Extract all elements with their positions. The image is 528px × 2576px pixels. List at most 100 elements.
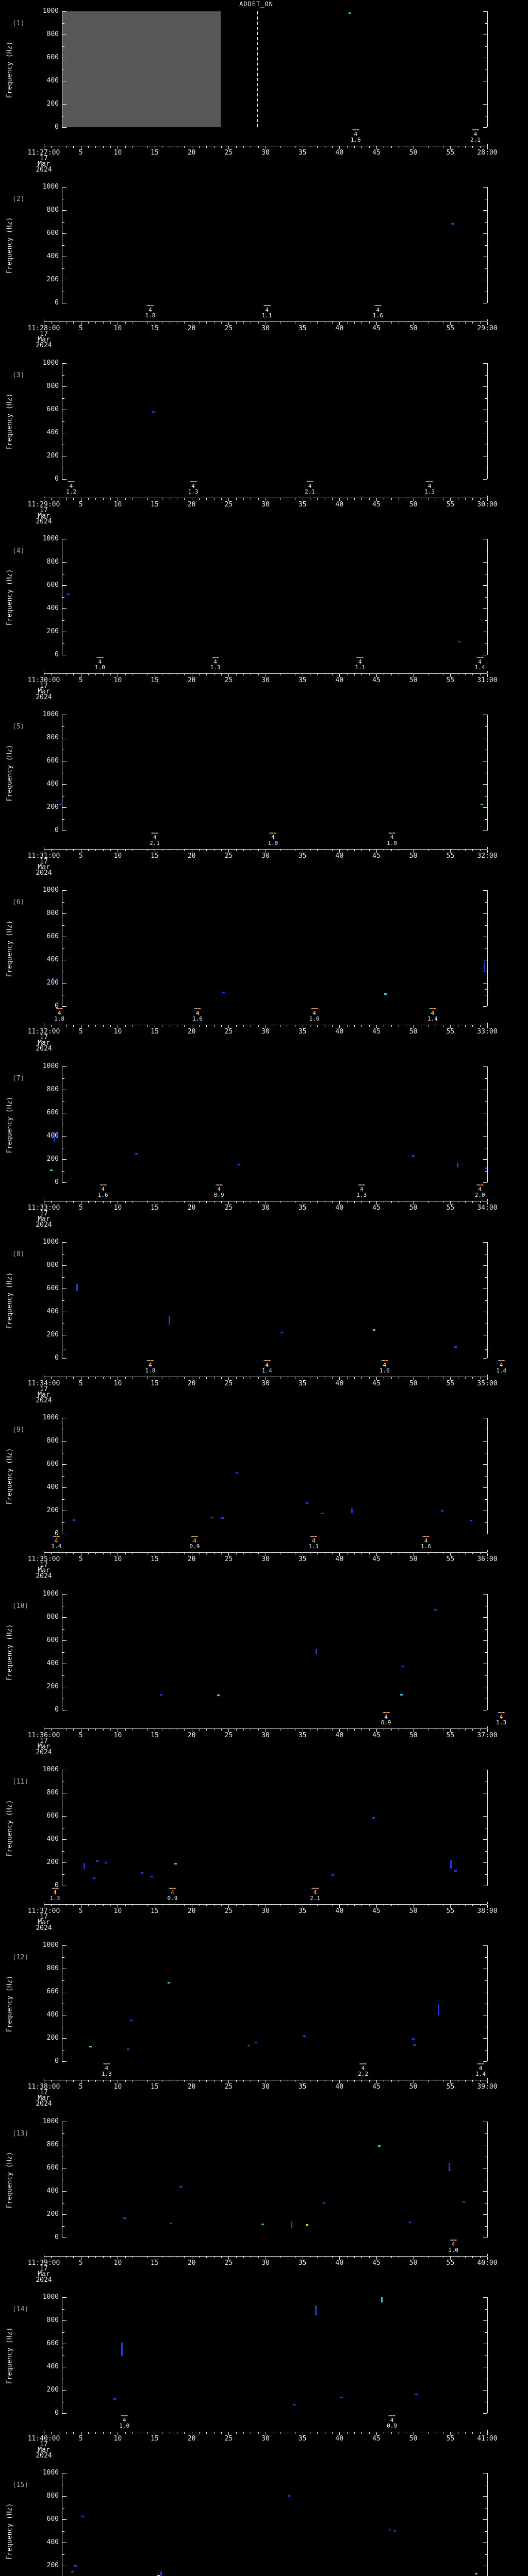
- y-tick: [483, 1617, 487, 1618]
- x-minor-tick: [465, 146, 466, 148]
- y-tick: [483, 913, 487, 914]
- x-minor-tick: [125, 2080, 126, 2082]
- x-minor-tick: [354, 1025, 355, 1027]
- y-tick: [62, 375, 64, 376]
- x-minor-tick: [258, 2080, 259, 2082]
- x-minor-tick: [184, 674, 185, 675]
- x-tick-label: 50: [409, 1028, 418, 1036]
- event-duration-dash: [103, 2063, 110, 2064]
- spectrogram-area: [62, 539, 487, 655]
- date-label: 17 Mar 2024: [36, 330, 52, 349]
- y-tick: [483, 1862, 487, 1863]
- x-minor-tick: [125, 2432, 126, 2434]
- event-duration-dash: [381, 1360, 388, 1361]
- x-tick-label: 10: [113, 1555, 122, 1563]
- x-minor-tick: [280, 2257, 281, 2258]
- x-minor-tick: [221, 1201, 222, 1203]
- x-minor-tick: [236, 498, 237, 500]
- x-tick-label: 30: [261, 2083, 270, 2091]
- x-minor-tick: [51, 1905, 52, 1906]
- x-minor-tick: [88, 1905, 89, 1906]
- y-tick: [485, 375, 487, 376]
- x-minor-tick: [317, 2257, 318, 2258]
- detection-mark: [409, 2221, 412, 2223]
- detection-mark: [150, 1876, 153, 1878]
- y-axis-label: Frequency (Hz): [6, 1624, 14, 1681]
- y-tick-label: 200: [46, 452, 59, 460]
- x-minor-tick: [258, 1729, 259, 1731]
- x-tick-label: 55: [446, 1204, 455, 1212]
- y-tick-label: 200: [46, 979, 59, 987]
- event-magnitude-label: 1.3: [424, 488, 435, 495]
- x-minor-tick: [103, 1201, 104, 1203]
- x-minor-tick: [66, 850, 67, 851]
- x-minor-tick: [480, 322, 481, 324]
- y-tick: [62, 1957, 64, 1958]
- y-tick-label: 200: [46, 2386, 59, 2394]
- spectrogram-area: [62, 1770, 487, 1886]
- y-tick: [485, 1101, 487, 1102]
- x-major-tick: [487, 2432, 488, 2435]
- x-tick-label: 50: [409, 676, 418, 684]
- x-axis-ruler: [44, 1728, 487, 1729]
- x-tick-label: 50: [409, 501, 418, 509]
- y-tick: [483, 983, 487, 984]
- y-tick-label: 800: [46, 2141, 59, 2148]
- event-count-label: 4: [271, 834, 275, 841]
- event-duration-dash: [189, 481, 197, 482]
- y-tick: [483, 2297, 487, 2298]
- y-tick: [485, 2355, 487, 2356]
- x-minor-tick: [354, 674, 355, 675]
- x-minor-tick: [110, 674, 111, 675]
- y-tick: [62, 807, 67, 808]
- y-axis-spine: [487, 11, 488, 127]
- y-tick: [62, 1862, 67, 1863]
- x-tick-label: 5: [78, 501, 83, 509]
- detection-mark: [59, 804, 62, 806]
- x-minor-tick: [243, 2257, 244, 2258]
- y-tick-label: 400: [46, 252, 59, 260]
- x-minor-tick: [369, 322, 370, 324]
- x-minor-tick: [103, 2257, 104, 2258]
- x-minor-tick: [125, 146, 126, 148]
- x-minor-tick: [472, 850, 473, 851]
- x-minor-tick: [236, 1201, 237, 1203]
- x-major-tick: [376, 498, 377, 501]
- x-tick-label: 15: [151, 501, 159, 509]
- y-tick-label: 1000: [42, 183, 59, 191]
- y-tick-label: 1000: [42, 1062, 59, 1070]
- event-count-label: 4: [308, 483, 312, 489]
- event-magnitude-label: 1.6: [97, 1192, 108, 1198]
- x-minor-tick: [66, 1201, 67, 1203]
- detection-mark: [462, 2200, 465, 2202]
- spectrogram-area: [62, 363, 487, 479]
- x-tick-label: 55: [446, 2083, 455, 2091]
- y-tick: [62, 2332, 64, 2333]
- x-tick-label: 55: [446, 1732, 455, 1739]
- x-minor-tick: [391, 2080, 392, 2082]
- x-tick-label-start: 11:39:00: [27, 2259, 60, 2267]
- y-tick: [62, 1101, 64, 1102]
- detection-mark: [415, 2393, 418, 2395]
- event-magnitude-label: 1.1: [308, 1543, 319, 1550]
- x-tick-label: 35: [298, 325, 307, 332]
- y-tick-label: 400: [46, 429, 59, 436]
- x-major-tick: [450, 2257, 451, 2260]
- x-minor-tick: [258, 322, 259, 324]
- y-tick: [485, 925, 487, 926]
- x-minor-tick: [361, 1377, 362, 1379]
- y-axis-spine: [487, 2122, 488, 2238]
- detection-mark: [303, 2036, 306, 2038]
- x-major-tick: [228, 2257, 229, 2260]
- y-tick: [485, 46, 487, 47]
- x-minor-tick: [472, 1905, 473, 1906]
- x-minor-tick: [147, 2080, 148, 2082]
- y-tick: [62, 1265, 67, 1266]
- x-minor-tick: [51, 1025, 52, 1027]
- y-tick-label: 800: [46, 1086, 59, 1093]
- x-minor-tick: [258, 1905, 259, 1906]
- x-axis-end-tick: [487, 319, 488, 321]
- detection-mark: [458, 641, 461, 642]
- y-axis-label: Frequency (Hz): [6, 2151, 14, 2208]
- event-count-label: 4: [499, 1362, 503, 1368]
